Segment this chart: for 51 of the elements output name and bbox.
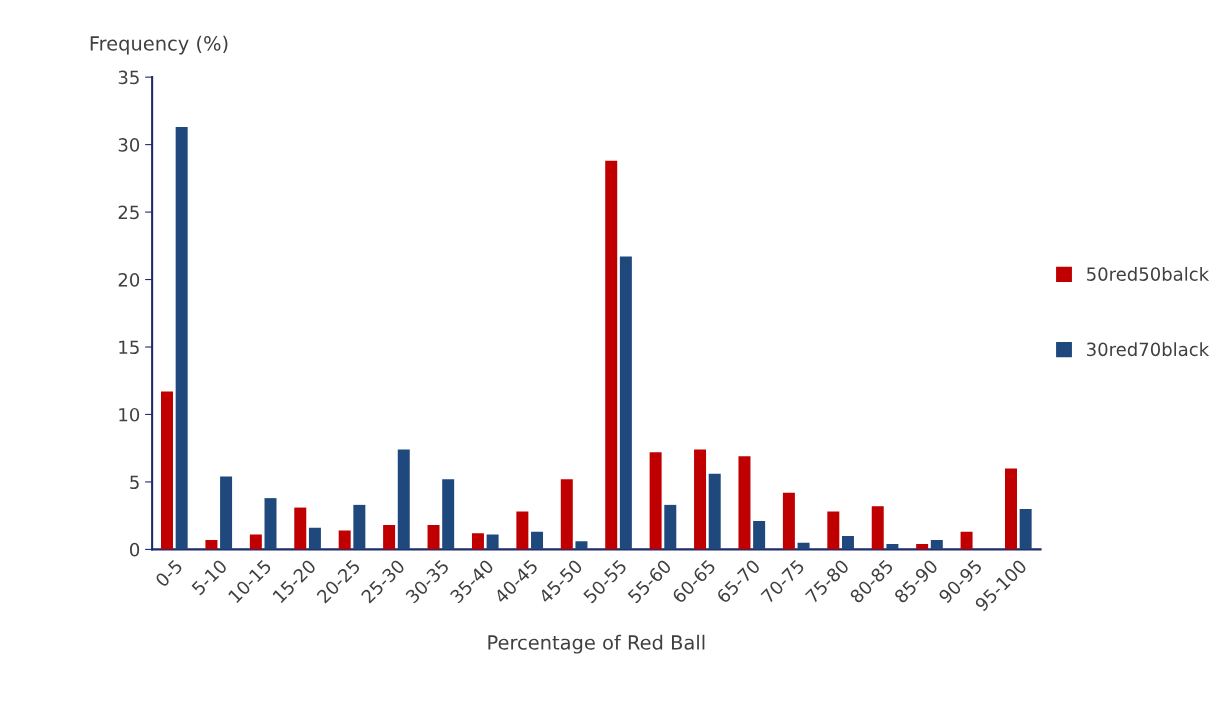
legend-label: 30red70black	[1087, 342, 1210, 357]
bar	[161, 391, 173, 550]
y-tick-label: 5	[130, 475, 139, 490]
legend-label: 50red50balck	[1087, 266, 1210, 281]
bar	[1005, 468, 1017, 550]
x-tick-label: 0-5	[154, 559, 184, 588]
bar	[308, 527, 321, 550]
bar	[264, 498, 277, 550]
bar	[575, 541, 588, 550]
bar	[294, 507, 307, 550]
bar	[205, 539, 218, 550]
y-tick-label: 35	[118, 70, 139, 85]
bar	[886, 544, 899, 550]
bar	[960, 531, 973, 550]
bar	[516, 511, 529, 550]
bar	[471, 533, 484, 550]
bar	[694, 449, 707, 550]
y-tick-label: 15	[119, 340, 139, 355]
y-tick-label: 0	[130, 542, 140, 557]
bar	[916, 544, 929, 550]
bar	[649, 452, 662, 550]
bar	[841, 535, 854, 550]
bar	[871, 506, 884, 550]
y-tick-label: 25	[118, 205, 139, 220]
bar	[753, 521, 766, 550]
bar	[397, 449, 410, 550]
bar	[560, 479, 573, 550]
y-tick-label: 20	[118, 273, 140, 287]
bar	[338, 530, 351, 550]
bar	[427, 525, 440, 550]
bar	[619, 256, 632, 550]
bar	[708, 473, 721, 550]
bar	[930, 539, 943, 550]
bar	[1019, 508, 1032, 550]
bar	[531, 531, 544, 550]
y-axis-title: Frequency (%)	[90, 35, 228, 55]
y-tick-label: 10	[119, 407, 140, 422]
bar	[249, 534, 262, 550]
bar	[782, 492, 795, 550]
bar	[664, 504, 677, 550]
bar	[220, 476, 233, 550]
bar	[442, 479, 455, 550]
bar	[827, 511, 840, 550]
bar	[383, 525, 396, 550]
bar	[738, 456, 751, 550]
bar	[605, 160, 618, 550]
bar	[175, 127, 188, 550]
bar	[486, 534, 499, 550]
bar	[353, 504, 366, 550]
y-tick-label: 30	[118, 138, 140, 152]
x-axis-title: Percentage of Red Ball	[488, 634, 705, 654]
